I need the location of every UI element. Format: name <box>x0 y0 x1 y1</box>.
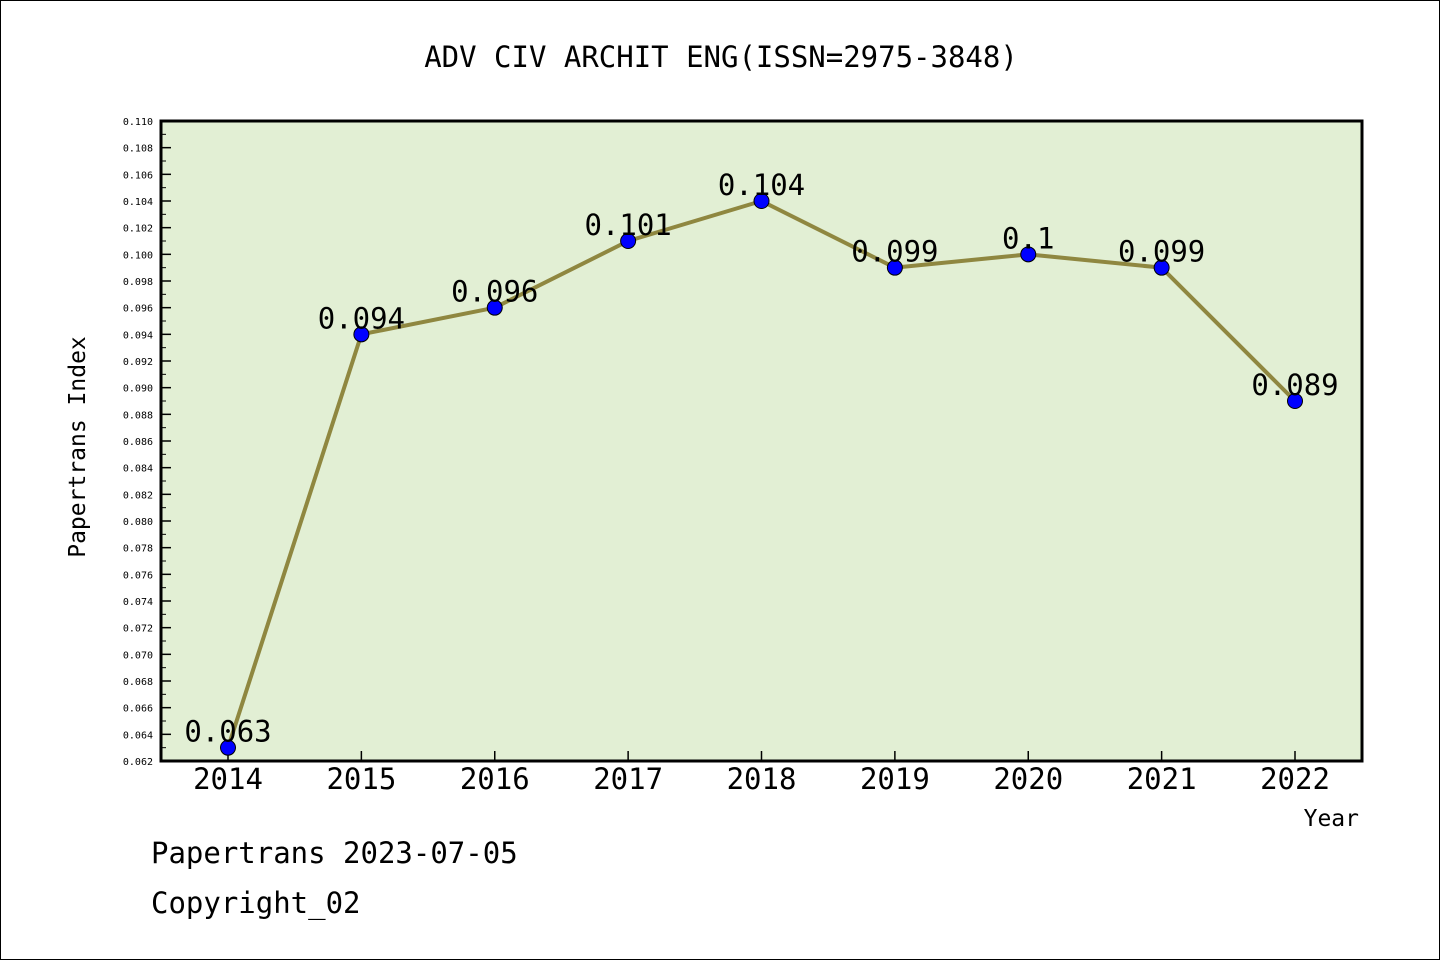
x-tick-label: 2017 <box>593 762 663 796</box>
y-tick-label: 0.082 <box>123 490 153 501</box>
data-point-2016 <box>486 299 503 316</box>
y-tick-label: 0.078 <box>123 544 153 555</box>
y-tick-label: 0.090 <box>123 384 153 395</box>
x-tick-label: 2016 <box>460 762 530 796</box>
y-tick-label: 0.106 <box>123 170 153 181</box>
y-tick-label: 0.080 <box>123 517 153 528</box>
footer-copyright-line: Copyright_02 <box>151 886 361 920</box>
data-label-2018: 0.104 <box>718 168 805 202</box>
data-label-2021: 0.099 <box>1118 235 1205 269</box>
data-point-2017 <box>620 233 637 249</box>
data-point-2015 <box>353 326 370 343</box>
data-label-2020: 0.1 <box>1002 221 1054 255</box>
x-tick-label: 2014 <box>193 762 263 796</box>
y-tick-label: 0.100 <box>123 250 153 261</box>
x-tick-label: 2021 <box>1127 762 1197 796</box>
data-label-2015: 0.094 <box>318 301 405 335</box>
data-labels: 0.063 0.094 0.096 0.101 0.104 0.099 0.1 0.099 0.… <box>184 168 1338 749</box>
x-tick-label: 2019 <box>860 762 930 796</box>
data-label-2017: 0.101 <box>584 208 671 242</box>
x-tick-label: 2018 <box>727 762 797 796</box>
x-tick-label: 2022 <box>1260 762 1330 796</box>
y-tick-label: 0.094 <box>123 330 153 341</box>
data-point-2020 <box>1020 246 1037 263</box>
y-tick-label: 0.110 <box>123 117 153 128</box>
data-label-2016: 0.096 <box>451 275 538 309</box>
data-point-2021 <box>1153 259 1170 276</box>
data-label-2022: 0.089 <box>1251 368 1338 402</box>
plot-area <box>161 121 1362 761</box>
x-axis-ticks: 2014 2015 2016 2017 2018 2019 2020 2021 2022 <box>193 751 1330 796</box>
data-label-2019: 0.099 <box>851 235 938 269</box>
y-axis-label: Papertrans Index <box>65 336 91 558</box>
data-point-2022 <box>1287 393 1303 409</box>
y-tick-label: 0.102 <box>123 224 153 235</box>
y-axis-ticks: 0.062 0.064 0.066 0.068 0.070 0.072 0.074 0.076… <box>123 117 171 768</box>
chart-title: ADV CIV ARCHIT ENG(ISSN=2975-3848) <box>424 40 1018 74</box>
y-tick-label: 0.064 <box>123 730 153 741</box>
y-tick-label: 0.076 <box>123 570 153 581</box>
y-tick-label: 0.086 <box>123 437 153 448</box>
data-point-2014 <box>220 739 236 756</box>
y-tick-label: 0.070 <box>123 650 153 661</box>
data-point-2018 <box>753 193 770 209</box>
y-tick-label: 0.072 <box>123 624 153 635</box>
y-tick-label: 0.062 <box>123 757 153 768</box>
x-tick-label: 2015 <box>326 762 396 796</box>
y-tick-label: 0.108 <box>123 144 153 155</box>
x-tick-label: 2020 <box>993 762 1063 796</box>
footer-date-line: Papertrans 2023-07-05 <box>151 836 518 870</box>
y-tick-label: 0.074 <box>123 597 153 608</box>
plot-border <box>159 119 1364 763</box>
y-tick-label: 0.104 <box>123 197 153 208</box>
y-tick-label: 0.088 <box>123 410 153 421</box>
y-tick-label: 0.092 <box>123 357 153 368</box>
data-label-2014: 0.063 <box>184 715 271 749</box>
x-axis-label: Year <box>1304 806 1359 832</box>
data-point-2019 <box>886 259 903 276</box>
y-tick-label: 0.096 <box>123 304 153 315</box>
series-markers <box>220 193 1303 756</box>
y-tick-label: 0.098 <box>123 277 153 288</box>
y-tick-label: 0.066 <box>123 704 153 715</box>
y-tick-label: 0.084 <box>123 464 153 475</box>
y-tick-label: 0.068 <box>123 677 153 688</box>
